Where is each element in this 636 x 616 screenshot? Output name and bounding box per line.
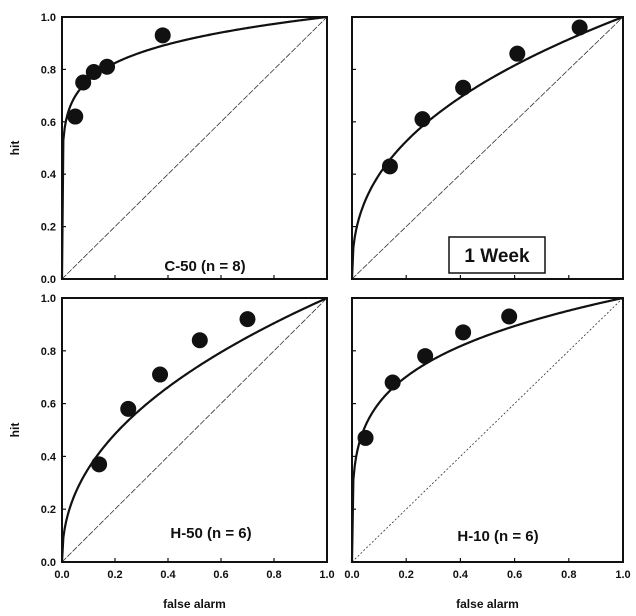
x-tick-label: 0.2 [107,569,122,581]
chance-diagonal [61,16,328,280]
x-tick-label: 0.8 [266,569,281,581]
plot-frame [61,297,328,563]
x-axis-label: false alarm [163,597,226,611]
fitted-roc-curve [350,15,624,280]
y-tick-label: 0.4 [41,451,57,463]
y-tick-label: 0.6 [41,117,56,129]
y-tick-label: 0.8 [41,346,56,358]
x-tick-label: 1.0 [615,569,630,581]
plot-frame [351,297,624,563]
y-tick-label: 0.4 [41,169,57,181]
panel-label: H-50 (n = 6) [170,525,251,542]
y-tick-label: 0.0 [41,557,56,569]
data-point [191,332,208,349]
panel-1: 0.0 0.2 0.4 0.6 0.8 1.0 hit C-50 (n = 8) [8,12,328,286]
x-tick-label: 0.4 [160,569,176,581]
plot-frame [61,16,328,280]
x-tick-label: 0.8 [561,569,576,581]
data-point [99,58,116,75]
data-point [381,158,398,175]
data-point [414,111,431,128]
plot-frame [351,16,624,280]
y-tick-label: 0.2 [41,222,56,234]
panel-2: 1 Week [350,15,624,280]
x-tick-label: 0.4 [453,569,469,581]
data-point [152,366,169,383]
data-point [91,456,108,473]
data-point [509,45,526,62]
data-point [239,311,256,328]
y-tick-label: 1.0 [41,12,56,24]
y-tick-label: 1.0 [41,293,56,305]
x-tick-label: 0.6 [213,569,228,581]
y-tick-label: 0.2 [41,504,56,516]
y-tick-label: 0.0 [41,274,56,286]
data-point [455,324,472,341]
data-point [417,348,434,365]
data-point [67,108,84,125]
panel-label: C-50 (n = 8) [164,258,245,275]
y-axis-label: hit [8,141,22,156]
x-axis-label: false alarm [456,597,519,611]
chance-diagonal [351,16,624,280]
y-tick-label: 0.8 [41,64,56,76]
y-axis-label: hit [8,423,22,438]
panel-4: 0.0 0.2 0.4 0.6 0.8 1.0 false alarm H-10 (n = 6… [344,296,631,611]
fitted-roc-curve [60,296,328,563]
data-point [120,400,137,417]
panel-3: 0.00.0 0.2 0.2 0.4 0.4 0.6 0.6 0.8 0.8 1.0 1.0 hit f… [8,293,335,611]
chance-diagonal [61,297,328,563]
panel-label: H-10 (n = 6) [457,528,538,545]
data-point [154,27,171,44]
data-point [501,308,518,325]
data-point [75,74,92,91]
x-tick-label: 1.0 [319,569,334,581]
panel-label: 1 Week [464,246,530,267]
data-point [85,64,102,81]
x-tick-label: 0.6 [507,569,522,581]
data-point [571,19,588,36]
data-point [357,429,374,446]
data-point [384,374,401,391]
label-box [448,236,546,274]
data-point [455,79,472,96]
x-tick-label: 0.0 [344,569,359,581]
chance-diagonal [351,297,624,563]
y-tick-label: 0.6 [41,399,56,411]
x-tick-label: 0.2 [399,569,414,581]
x-tick-label: 0.0 [54,569,69,581]
